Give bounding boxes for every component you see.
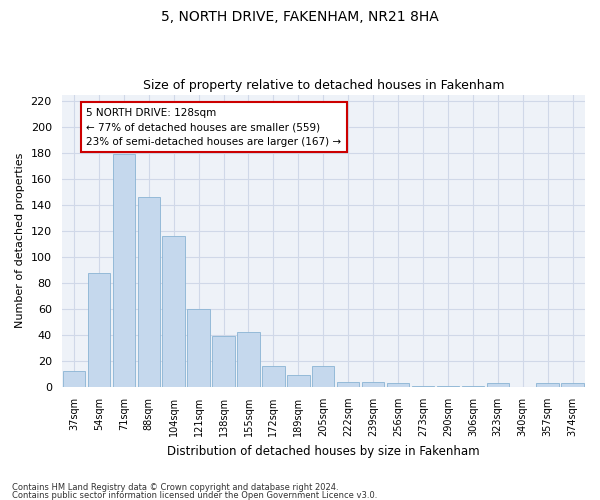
Bar <box>387 383 409 387</box>
Bar <box>88 272 110 387</box>
Bar <box>187 309 210 387</box>
Bar <box>562 383 584 387</box>
Text: 5, NORTH DRIVE, FAKENHAM, NR21 8HA: 5, NORTH DRIVE, FAKENHAM, NR21 8HA <box>161 10 439 24</box>
Bar <box>163 236 185 387</box>
Bar <box>113 154 135 387</box>
X-axis label: Distribution of detached houses by size in Fakenham: Distribution of detached houses by size … <box>167 444 479 458</box>
Bar <box>536 383 559 387</box>
Bar <box>337 382 359 387</box>
Bar <box>262 366 284 387</box>
Bar <box>212 336 235 387</box>
Bar <box>362 382 385 387</box>
Y-axis label: Number of detached properties: Number of detached properties <box>15 153 25 328</box>
Title: Size of property relative to detached houses in Fakenham: Size of property relative to detached ho… <box>143 79 504 92</box>
Bar <box>63 372 85 387</box>
Bar <box>237 332 260 387</box>
Bar <box>437 386 459 387</box>
Bar <box>461 386 484 387</box>
Bar <box>487 383 509 387</box>
Text: Contains public sector information licensed under the Open Government Licence v3: Contains public sector information licen… <box>12 490 377 500</box>
Bar <box>412 386 434 387</box>
Text: 5 NORTH DRIVE: 128sqm
← 77% of detached houses are smaller (559)
23% of semi-det: 5 NORTH DRIVE: 128sqm ← 77% of detached … <box>86 108 341 147</box>
Bar <box>137 197 160 387</box>
Bar <box>312 366 334 387</box>
Text: Contains HM Land Registry data © Crown copyright and database right 2024.: Contains HM Land Registry data © Crown c… <box>12 484 338 492</box>
Bar <box>287 375 310 387</box>
